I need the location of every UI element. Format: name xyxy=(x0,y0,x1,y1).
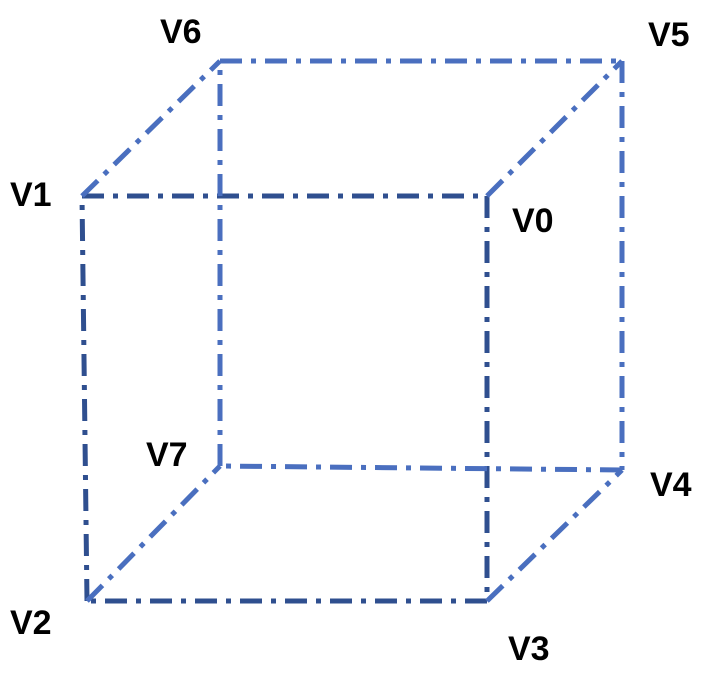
edge-v0-v5 xyxy=(485,59,624,198)
vertex-label-v5: V5 xyxy=(648,16,690,54)
vertex-label-v4: V4 xyxy=(650,466,692,504)
labels-group: V0 V1 V2 V3 V4 V5 V6 V7 xyxy=(10,13,692,668)
vertex-label-v0: V0 xyxy=(512,202,554,240)
edge-v1-v6 xyxy=(80,59,222,198)
edges-group xyxy=(79,58,625,604)
vertex-label-v7: V7 xyxy=(146,436,188,474)
vertex-label-v6: V6 xyxy=(160,13,202,51)
edge-v2-v1 xyxy=(79,195,90,602)
vertex-label-v1: V1 xyxy=(10,176,52,214)
vertex-label-v3: V3 xyxy=(508,630,550,668)
edge-v3-v4 xyxy=(485,468,624,603)
vertex-label-v2: V2 xyxy=(10,604,52,642)
edge-v4-v7 xyxy=(219,463,623,473)
edge-v2-v7 xyxy=(85,464,222,603)
